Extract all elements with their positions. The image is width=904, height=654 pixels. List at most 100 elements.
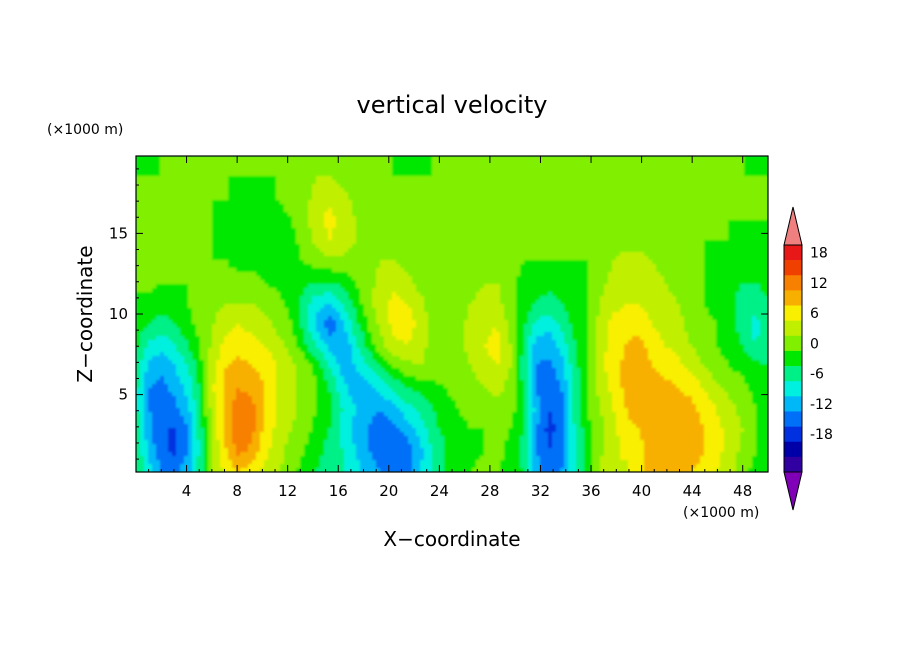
field-cell	[688, 248, 693, 253]
field-cell	[660, 184, 665, 189]
field-cell	[476, 164, 481, 169]
field-cell	[536, 268, 541, 273]
field-cell	[208, 280, 213, 285]
field-cell	[600, 264, 605, 269]
field-cell	[764, 272, 768, 277]
field-cell	[544, 156, 549, 161]
field-cell	[160, 232, 165, 237]
field-cell	[324, 184, 329, 189]
field-cell	[576, 192, 581, 197]
field-cell	[756, 228, 761, 233]
field-cell	[628, 184, 633, 189]
field-cell	[188, 236, 193, 241]
field-cell	[480, 280, 485, 285]
field-cell	[248, 188, 253, 193]
field-cell	[700, 168, 705, 173]
field-cell	[368, 268, 373, 273]
field-cell	[176, 228, 181, 233]
field-cell	[144, 192, 149, 197]
field-cell	[432, 192, 437, 197]
field-cell	[204, 248, 209, 253]
field-cell	[620, 264, 625, 269]
field-cell	[660, 208, 665, 213]
field-cell	[540, 176, 545, 181]
field-cell	[444, 232, 449, 237]
field-cell	[228, 172, 233, 177]
field-cell	[632, 216, 637, 221]
field-cell	[136, 192, 141, 197]
field-cell	[392, 200, 397, 205]
field-cell	[616, 240, 621, 245]
field-cell	[264, 192, 269, 197]
field-cell	[308, 252, 313, 257]
field-cell	[396, 232, 401, 237]
field-cell	[636, 276, 641, 281]
field-cell	[420, 272, 425, 277]
field-cell	[688, 212, 693, 217]
field-cell	[172, 204, 177, 209]
field-cell	[620, 188, 625, 193]
field-cell	[272, 252, 277, 257]
field-cell	[604, 276, 609, 281]
field-cell	[380, 172, 385, 177]
field-cell	[676, 272, 681, 277]
field-cell	[644, 264, 649, 269]
field-cell	[272, 220, 277, 225]
field-cell	[340, 216, 345, 221]
field-cell	[524, 216, 529, 221]
field-cell	[620, 244, 625, 249]
field-cell	[268, 220, 273, 225]
field-cell	[332, 236, 337, 241]
field-cell	[416, 248, 421, 253]
field-cell	[564, 232, 569, 237]
field-cell	[152, 160, 157, 165]
field-cell	[256, 176, 261, 181]
field-cell	[404, 264, 409, 269]
field-cell	[212, 224, 217, 229]
field-cell	[716, 156, 721, 161]
field-cell	[144, 224, 149, 229]
field-cell	[716, 256, 721, 261]
field-cell	[496, 176, 501, 181]
field-cell	[756, 188, 761, 193]
field-cell	[260, 252, 265, 257]
field-cell	[436, 176, 441, 181]
field-cell	[372, 228, 377, 233]
field-cell	[136, 248, 141, 253]
field-cell	[632, 264, 637, 269]
field-cell	[456, 204, 461, 209]
field-cell	[492, 236, 497, 241]
field-cell	[308, 160, 313, 165]
field-cell	[676, 236, 681, 241]
field-cell	[632, 180, 637, 185]
field-cell	[688, 228, 693, 233]
field-cell	[204, 168, 209, 173]
field-cell	[588, 232, 593, 237]
field-cell	[484, 228, 489, 233]
field-cell	[348, 164, 353, 169]
field-cell	[320, 192, 325, 197]
field-cell	[664, 272, 669, 277]
field-cell	[660, 168, 665, 173]
field-cell	[612, 184, 617, 189]
field-cell	[364, 208, 369, 213]
field-cell	[748, 212, 753, 217]
field-cell	[648, 176, 653, 181]
field-cell	[480, 236, 485, 241]
field-cell	[200, 256, 205, 261]
field-cell	[568, 188, 573, 193]
field-cell	[652, 272, 657, 277]
field-cell	[608, 200, 613, 205]
field-cell	[404, 184, 409, 189]
field-cell	[192, 180, 197, 185]
field-cell	[328, 200, 333, 205]
field-cell	[228, 244, 233, 249]
field-cell	[548, 192, 553, 197]
field-cell	[368, 244, 373, 249]
field-cell	[448, 168, 453, 173]
field-cell	[744, 200, 749, 205]
field-cell	[196, 176, 201, 181]
field-cell	[380, 276, 385, 281]
field-cell	[256, 208, 261, 213]
field-cell	[360, 184, 365, 189]
